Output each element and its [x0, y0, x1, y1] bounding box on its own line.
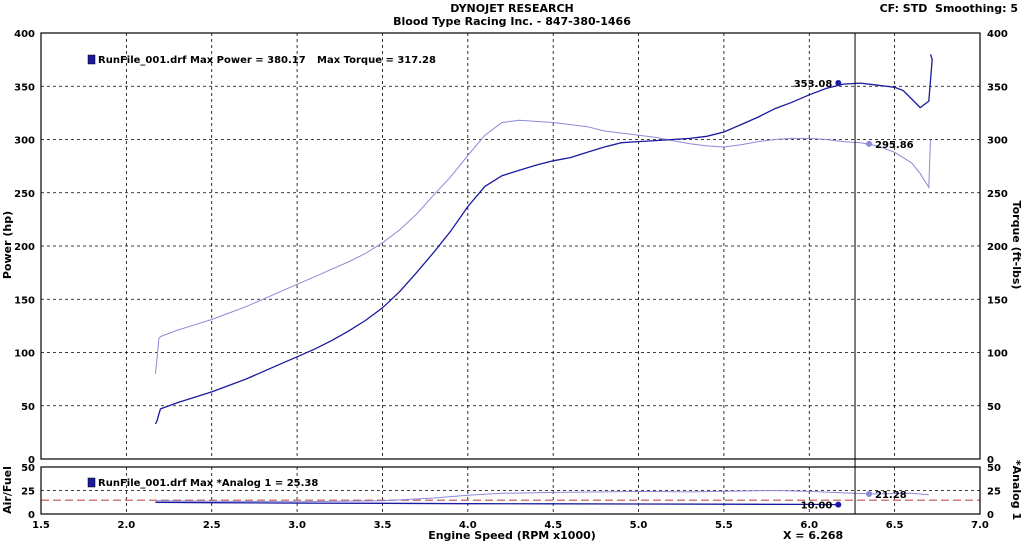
y-tick-label-left: 400: [14, 29, 35, 40]
x-tick-label: 2.5: [203, 520, 221, 531]
afr-y-tick-label-right: 0: [987, 510, 994, 521]
plot-frames: 1.5 2.0 2.5 3.0 3.5 4.0 4.5 5.0 5.5 6.0 6.5 7.00 050…: [14, 29, 1008, 531]
y-tick-label-left: 100: [14, 349, 35, 360]
legend-afr: RunFile_001.drf Max *Analog 1 = 25.38: [98, 478, 318, 489]
afr-legend-swatch-icon: [87, 477, 96, 488]
y-tick-label-right: 200: [987, 242, 1008, 253]
x-tick-label: 4.0: [459, 520, 477, 531]
x-tick-label: 4.5: [544, 520, 562, 531]
y-tick-label-left: 150: [14, 295, 35, 306]
y-tick-label-right: 150: [987, 295, 1008, 306]
y-tick-label-right: 300: [987, 136, 1008, 147]
afr-plot: 10.00 21.28: [41, 467, 980, 514]
data-marker: [866, 140, 873, 147]
data-label: 10.00: [801, 501, 833, 512]
x-tick-label: 6.0: [800, 520, 818, 531]
legend-torque: Max Torque = 317.28: [317, 55, 436, 66]
y-tick-label-right: 0: [987, 455, 994, 466]
y-tick-label-left: 50: [21, 402, 35, 413]
y-tick-label-left: 350: [14, 82, 35, 93]
x-tick-label: 6.5: [886, 520, 904, 531]
power-series-line: [154, 54, 933, 425]
data-label: 353.08: [794, 79, 833, 90]
x-tick-label: 5.5: [715, 520, 733, 531]
y-tick-label-left: 0: [28, 455, 35, 466]
torque-series-line: [154, 119, 931, 374]
x-axis-label: Engine Speed (RPM x1000): [428, 529, 596, 542]
afr-y-tick-label-left: 50: [21, 463, 35, 474]
data-marker: [835, 501, 842, 508]
y-tick-label-left: 200: [14, 242, 35, 253]
x-tick-label: 3.5: [374, 520, 392, 531]
legend-power: RunFile_001.drf Max Power = 380.17: [98, 55, 306, 66]
cf-label: CF: STD: [879, 2, 928, 15]
afr-y-label-left: Air/Fuel: [1, 466, 14, 514]
y-tick-label-left: 250: [14, 189, 35, 200]
data-marker: [835, 79, 842, 86]
x-tick-label: 2.0: [118, 520, 136, 531]
afr-series-line: [155, 501, 839, 506]
x-tick-label: 5.0: [630, 520, 648, 531]
y-tick-label-right: 350: [987, 82, 1008, 93]
afr-y-tick-label-left: 0: [28, 510, 35, 521]
analog1-series-line: [155, 489, 929, 503]
x-tick-label: 3.0: [288, 520, 306, 531]
y-tick-label-left: 300: [14, 136, 35, 147]
afr-y-label-right: *Analog 1: [1010, 460, 1023, 520]
y-tick-label-right: 250: [987, 189, 1008, 200]
chart-title: DYNOJET RESEARCH: [450, 2, 574, 15]
chart-subtitle: Blood Type Racing Inc. - 847-380-1466: [393, 15, 631, 28]
y-tick-label-right: 50: [987, 402, 1001, 413]
x-cursor-readout: X = 6.268: [783, 529, 843, 542]
data-label: 295.86: [875, 140, 914, 151]
chart-labels: Engine Speed (RPM x1000) Power (hp) Torq…: [1, 55, 1023, 542]
afr-y-tick-label-left: 25: [21, 487, 35, 498]
y-tick-label-right: 100: [987, 349, 1008, 360]
x-tick-label: 1.5: [32, 520, 50, 531]
y-axis-label-right: Torque (ft-lbs): [1010, 201, 1023, 290]
x-tick-label: 7.0: [971, 520, 989, 531]
y-tick-label-right: 400: [987, 29, 1008, 40]
main-plot-frame: [40, 32, 981, 460]
main-plot: 353.08 295.86: [41, 33, 980, 459]
data-marker: [866, 490, 873, 497]
correction-info: CF: STD Smoothing: 5: [880, 2, 1018, 15]
afr-y-tick-label-right: 25: [987, 487, 1001, 498]
afr-y-tick-label-right: 50: [987, 463, 1001, 474]
y-axis-label-left: Power (hp): [1, 211, 14, 279]
afr-plot-frame: [40, 466, 981, 515]
legend-swatch-icon: [87, 54, 96, 65]
data-label: 21.28: [875, 490, 907, 501]
smoothing-label: Smoothing: 5: [935, 2, 1018, 15]
